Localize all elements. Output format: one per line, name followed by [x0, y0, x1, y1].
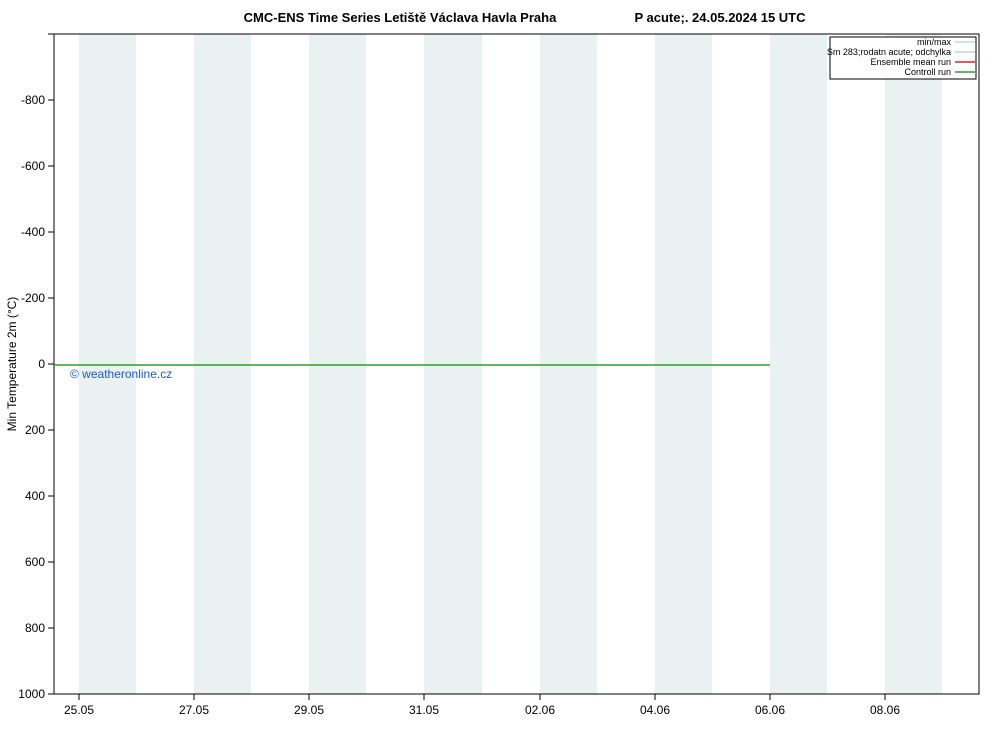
- chart-container: -800 -600 -400 -200 0 200 400 600 800 1000 25.05 27…: [0, 0, 1000, 733]
- x-tick-label: 31.05: [409, 703, 439, 717]
- shaded-band: [309, 34, 366, 694]
- x-tick-label: 29.05: [294, 703, 324, 717]
- y-axis-label: Min Temperature 2m (°C): [5, 297, 19, 432]
- shaded-band: [770, 34, 827, 694]
- x-tick-label: 06.06: [755, 703, 785, 717]
- x-tick-label: 27.05: [179, 703, 209, 717]
- x-tick-label: 08.06: [870, 703, 900, 717]
- legend-label: min/max: [917, 37, 952, 47]
- shaded-band: [424, 34, 482, 694]
- y-tick-label: -600: [21, 159, 45, 173]
- legend-label: Sm 283;rodatn acute; odchylka: [827, 47, 951, 57]
- shaded-band: [79, 34, 136, 694]
- shaded-band: [885, 34, 942, 694]
- y-tick-label: -200: [21, 291, 45, 305]
- y-tick-label: 0: [38, 357, 45, 371]
- chart-svg: -800 -600 -400 -200 0 200 400 600 800 1000 25.05 27…: [0, 0, 1000, 733]
- legend-label: Controll run: [904, 67, 951, 77]
- legend-label: Ensemble mean run: [870, 57, 951, 67]
- shaded-band: [194, 34, 251, 694]
- y-tick-label: 200: [25, 423, 45, 437]
- watermark: © weatheronline.cz: [70, 367, 172, 381]
- x-tick-label: 04.06: [640, 703, 670, 717]
- x-tick-label: 25.05: [64, 703, 94, 717]
- y-tick-label: -800: [21, 93, 45, 107]
- x-tick-label: 02.06: [525, 703, 555, 717]
- y-tick-label: 600: [25, 555, 45, 569]
- shaded-band: [655, 34, 712, 694]
- chart-title-left: CMC-ENS Time Series Letiště Václava Havl…: [244, 10, 557, 25]
- y-tick-label: 800: [25, 621, 45, 635]
- shaded-band: [540, 34, 597, 694]
- chart-title-right: P acute;. 24.05.2024 15 UTC: [634, 10, 806, 25]
- y-tick-label: -400: [21, 225, 45, 239]
- y-tick-label: 400: [25, 489, 45, 503]
- y-tick-label: 1000: [18, 687, 45, 701]
